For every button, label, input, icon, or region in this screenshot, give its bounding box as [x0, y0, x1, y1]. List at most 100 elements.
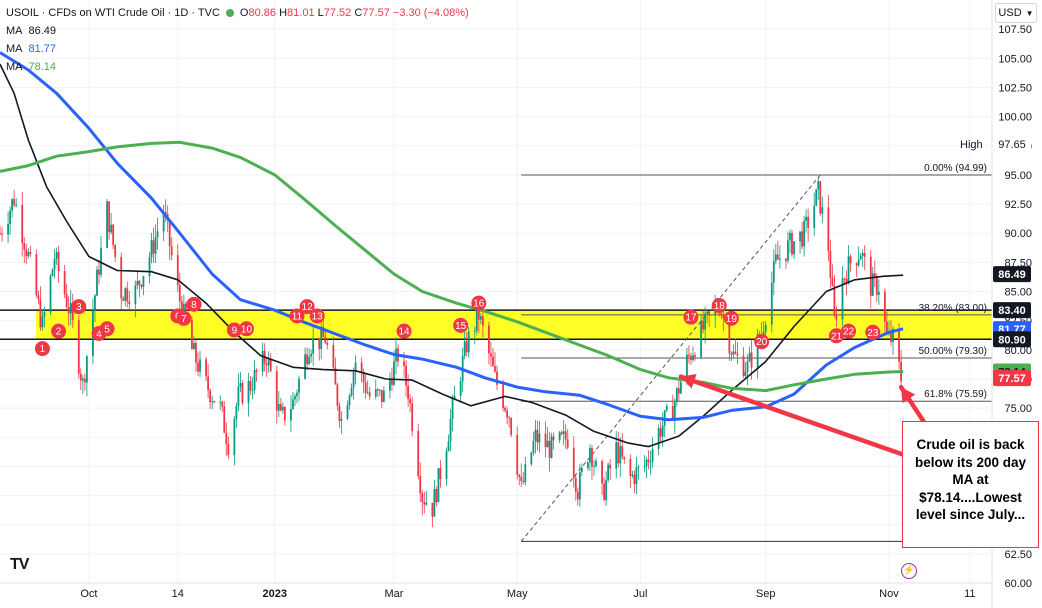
candle: [7, 211, 9, 244]
candle: [601, 459, 603, 495]
currency-button[interactable]: USD ▼: [995, 3, 1037, 23]
candle-body: [651, 448, 654, 462]
candle-body: [140, 284, 143, 287]
touch-marker-label: 10: [241, 324, 253, 335]
legend-ma-1[interactable]: MA 86.49: [6, 22, 469, 40]
candle: [787, 231, 789, 264]
candle-body: [350, 388, 353, 396]
candle: [306, 347, 308, 371]
candle: [237, 373, 240, 412]
candle-body: [308, 356, 311, 365]
candle: [595, 457, 597, 468]
candle: [508, 415, 511, 428]
candle: [833, 275, 836, 318]
candle-body: [368, 392, 371, 397]
candle: [421, 489, 424, 516]
candle: [294, 393, 296, 407]
x-tick-label: May: [507, 588, 528, 600]
candle-body: [631, 474, 634, 477]
candle: [275, 365, 278, 424]
candle-body: [504, 407, 506, 411]
candle-body: [831, 277, 834, 286]
x-tick-label: 2023: [263, 588, 287, 600]
y-tick-label: 80.00: [1004, 345, 1032, 357]
touch-marker-label: 3: [76, 302, 82, 313]
price-label-box: [993, 266, 1031, 283]
candle: [265, 358, 268, 377]
ma-label: MA: [6, 43, 23, 55]
candle-body: [409, 399, 412, 404]
candle: [63, 265, 66, 298]
candle-body: [304, 354, 306, 379]
candle-body: [191, 320, 193, 350]
candle: [821, 196, 824, 224]
candle: [336, 382, 339, 411]
change-value: −3.30 (−4.08%): [392, 7, 469, 19]
candle-body: [251, 389, 254, 391]
candle: [53, 249, 56, 279]
candle: [819, 180, 822, 216]
candle-body: [310, 353, 313, 357]
y-tick-label: 85.00: [1004, 287, 1032, 299]
candle-body: [120, 256, 123, 299]
candle: [122, 296, 125, 301]
candle-body: [506, 410, 509, 418]
touch-marker-label: 18: [714, 301, 726, 312]
lightning-icon[interactable]: ⚡: [901, 563, 917, 579]
candle-body: [239, 383, 242, 387]
candle-body: [209, 390, 212, 403]
candle-body: [340, 418, 343, 421]
candle-body: [227, 443, 230, 456]
touch-marker: 7: [176, 310, 192, 326]
moving-average-line-3: [0, 140, 904, 393]
x-tick-label: Sep: [756, 588, 776, 600]
candle-body: [481, 316, 484, 326]
candle: [267, 351, 270, 373]
candle: [108, 201, 110, 240]
candle-body: [576, 491, 579, 500]
tradingview-logo[interactable]: TV: [10, 556, 29, 574]
candle: [247, 372, 250, 417]
candle: [142, 275, 145, 296]
candle: [886, 311, 888, 336]
candle-body: [352, 372, 355, 389]
candle: [544, 421, 547, 458]
candle-body: [7, 224, 9, 235]
candle: [692, 346, 694, 362]
candle: [673, 398, 676, 434]
candle-body: [764, 324, 767, 332]
candle-body: [884, 291, 886, 322]
ma-label: MA: [6, 61, 23, 73]
legend-ma-3[interactable]: MA 78.14: [6, 58, 469, 76]
candle: [21, 191, 24, 257]
candle-body: [362, 372, 365, 383]
candle: [815, 188, 818, 207]
candle: [235, 402, 238, 428]
legend-ma-2[interactable]: MA 81.77: [6, 40, 469, 58]
candle: [57, 245, 60, 283]
low-label: L: [317, 7, 324, 19]
candle-body: [290, 409, 292, 421]
candle-body: [492, 356, 494, 367]
candle: [279, 397, 282, 412]
candle-body: [877, 291, 880, 295]
ma-value: 78.14: [28, 61, 57, 73]
price-label: 86.49: [993, 266, 1031, 283]
candle: [281, 402, 284, 414]
symbol-title[interactable]: USOIL · CFDs on WTI Crude Oil · 1D · TVC: [6, 7, 220, 19]
candle-body: [69, 302, 72, 314]
plot-background: [0, 0, 992, 608]
time-axis[interactable]: Oct 14 2023 Mar May Jul Sep Nov 11: [0, 582, 992, 600]
touch-marker-label: 5: [104, 324, 110, 335]
candle: [637, 464, 640, 480]
candle: [199, 350, 201, 378]
candle: [348, 393, 351, 410]
candle: [744, 362, 747, 378]
candle: [221, 400, 224, 413]
touch-marker-circle: [99, 321, 115, 337]
candle: [807, 208, 810, 242]
candle: [855, 262, 858, 277]
candle: [154, 224, 157, 264]
touch-marker-circle: [683, 309, 699, 325]
